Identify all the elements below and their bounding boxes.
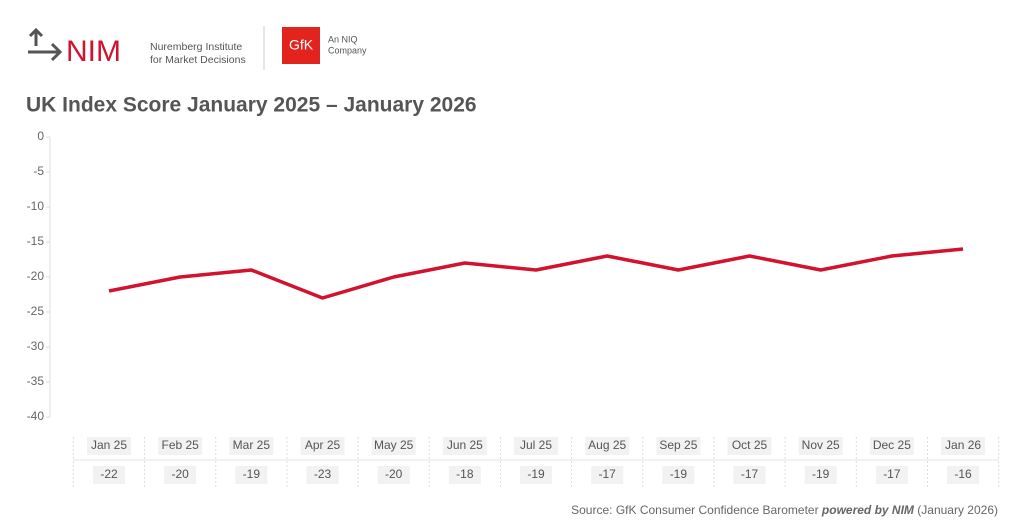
y-tick-label: -5 [33,164,44,178]
category-bg [514,437,559,455]
value-bg [448,466,481,484]
value-bg [804,466,837,484]
x-tick-label: Dec 25 [873,438,911,452]
x-tick-label: Feb 25 [161,438,199,452]
value-label: -20 [171,467,189,481]
value-bg [875,466,908,484]
x-tick-label: Jul 25 [520,438,552,452]
value-bg [306,466,339,484]
niq-line: An NIQ [328,34,358,44]
source-prefix: Source: GfK Consumer Confidence Baromete… [571,503,818,517]
x-tick-label: Sep 25 [659,438,697,452]
category-bg [727,437,772,455]
category-bg [229,437,274,455]
value-label: -23 [314,467,332,481]
category-bg [585,437,630,455]
value-label: -16 [954,467,972,481]
y-tick-label: -30 [27,339,45,353]
value-label: -18 [456,467,474,481]
y-tick-label: -40 [27,409,45,423]
gfk-wordmark: GfK [289,37,314,53]
source-powered: powered by NIM [821,503,915,517]
nim-wordmark: NIM [66,35,121,68]
y-tick-label: -15 [27,234,45,248]
category-bg [371,437,416,455]
value-label: -17 [741,467,759,481]
x-tick-label: Apr 25 [305,438,341,452]
nim-icon [28,27,63,62]
source-suffix: (January 2026) [917,503,998,517]
category-bg [798,437,843,455]
gfk-logo: GfK An NIQ Company [282,27,367,64]
nim-logo: NIM Nuremberg Institute for Market Decis… [28,26,265,70]
x-tick-label: Oct 25 [732,438,768,452]
nim-line: Nuremberg Institute [150,41,242,53]
value-bg [947,466,980,484]
nim-line: for Market Decisions [150,54,246,66]
value-label: -19 [812,467,830,481]
value-label: -19 [670,467,688,481]
y-tick-label: -20 [27,269,45,283]
value-bg [164,466,197,484]
category-bg [442,437,487,455]
value-label: -19 [243,467,261,481]
value-label: -19 [527,467,545,481]
category-bg [158,437,203,455]
value-bg [235,466,268,484]
value-bg [591,466,624,484]
value-label: -22 [100,467,118,481]
y-tick-label: 0 [37,129,44,143]
value-bg [377,466,410,484]
y-tick-label: -10 [27,199,45,213]
x-tick-label: Jun 25 [447,438,483,452]
value-bg [520,466,553,484]
value-label: -17 [599,467,617,481]
value-label: -17 [883,467,901,481]
x-tick-label: Aug 25 [588,438,626,452]
data-line [108,247,964,300]
source: Source: GfK Consumer Confidence Baromete… [571,503,998,517]
x-tick-label: Mar 25 [233,438,271,452]
chart-title: UK Index Score January 2025 – January 20… [26,94,477,117]
category-bg [656,437,701,455]
value-bg [662,466,695,484]
x-tick-label: Jan 25 [91,438,127,452]
category-bg [941,437,986,455]
value-bg [733,466,766,484]
x-tick-label: Nov 25 [802,438,840,452]
category-bg [87,437,131,455]
category-bg [869,437,914,455]
gfk-box [282,27,320,64]
x-tick-label: May 25 [374,438,414,452]
y-tick-label: -25 [27,304,45,318]
category-bg [300,437,345,455]
y-tick-label: -35 [27,374,45,388]
value-label: -20 [385,467,403,481]
value-bg [93,466,125,484]
x-tick-label: Jan 26 [945,438,981,452]
niq-line: Company [328,45,367,55]
